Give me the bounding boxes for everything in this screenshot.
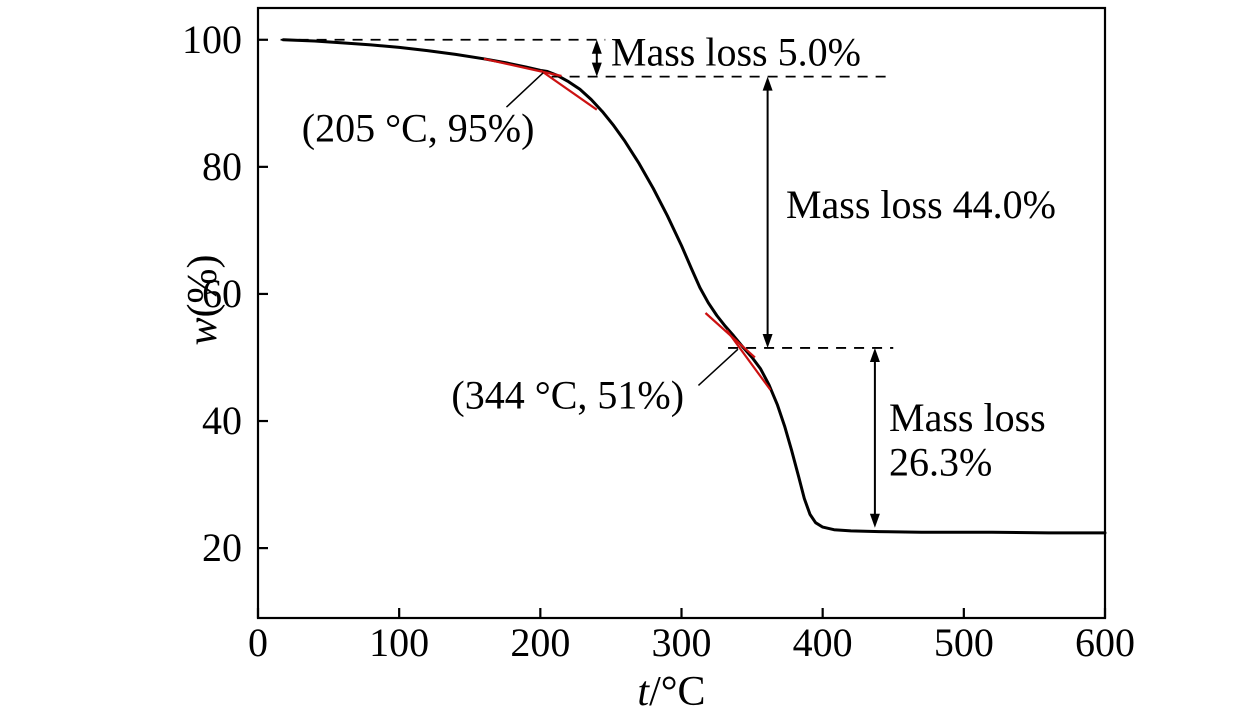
y-axis-title: w(%) <box>180 255 226 346</box>
tangent-205-lower <box>539 69 598 111</box>
label-point-344: (344 °C, 51%) <box>451 373 684 418</box>
x-axis-tick-label: 0 <box>248 620 268 665</box>
y-axis-tick-label: 60 <box>202 271 242 316</box>
x-axis-tick-label: 500 <box>934 620 994 665</box>
arrow-mass-loss-26-head-bottom <box>869 513 880 528</box>
arrow-mass-loss-26-head-top <box>869 347 880 362</box>
label-mass-loss-5: Mass loss 5.0% <box>611 29 861 74</box>
x-axis-tick-label: 300 <box>652 620 712 665</box>
label-mass-loss-26-l1: Mass loss <box>889 395 1046 440</box>
leader-point-344 <box>697 348 739 386</box>
arrow-mass-loss-5-head-bottom <box>591 62 602 77</box>
y-axis-tick-label: 80 <box>202 144 242 189</box>
y-axis-tick-label: 40 <box>202 398 242 443</box>
y-axis-tick-label: 20 <box>202 525 242 570</box>
y-axis-title-variable: w <box>180 317 226 345</box>
label-mass-loss-26-l2: 26.3% <box>889 439 992 484</box>
tangent-344-lower <box>725 329 772 391</box>
y-axis-title-unit: (%) <box>180 255 226 318</box>
arrow-mass-loss-44-head-top <box>762 76 773 91</box>
arrow-mass-loss-5-head-top <box>591 39 602 54</box>
tangent-205-upper <box>483 57 562 78</box>
arrow-mass-loss-44-head-bottom <box>762 333 773 348</box>
x-axis-title-variable: t <box>637 669 650 715</box>
y-axis-tick-label: 100 <box>182 17 242 62</box>
plot-frame <box>256 6 1107 620</box>
x-axis-tick-label: 400 <box>793 620 853 665</box>
x-axis-tick-label: 200 <box>510 620 570 665</box>
x-axis-title-unit: /°C <box>649 669 705 715</box>
leader-point-205 <box>505 72 544 108</box>
x-axis-tick-label: 100 <box>369 620 429 665</box>
x-axis-title: t/°C <box>637 669 705 715</box>
label-point-205: (205 °C, 95%) <box>302 106 535 151</box>
x-axis-tick-label: 600 <box>1075 620 1135 665</box>
label-mass-loss-44: Mass loss 44.0% <box>786 182 1056 227</box>
